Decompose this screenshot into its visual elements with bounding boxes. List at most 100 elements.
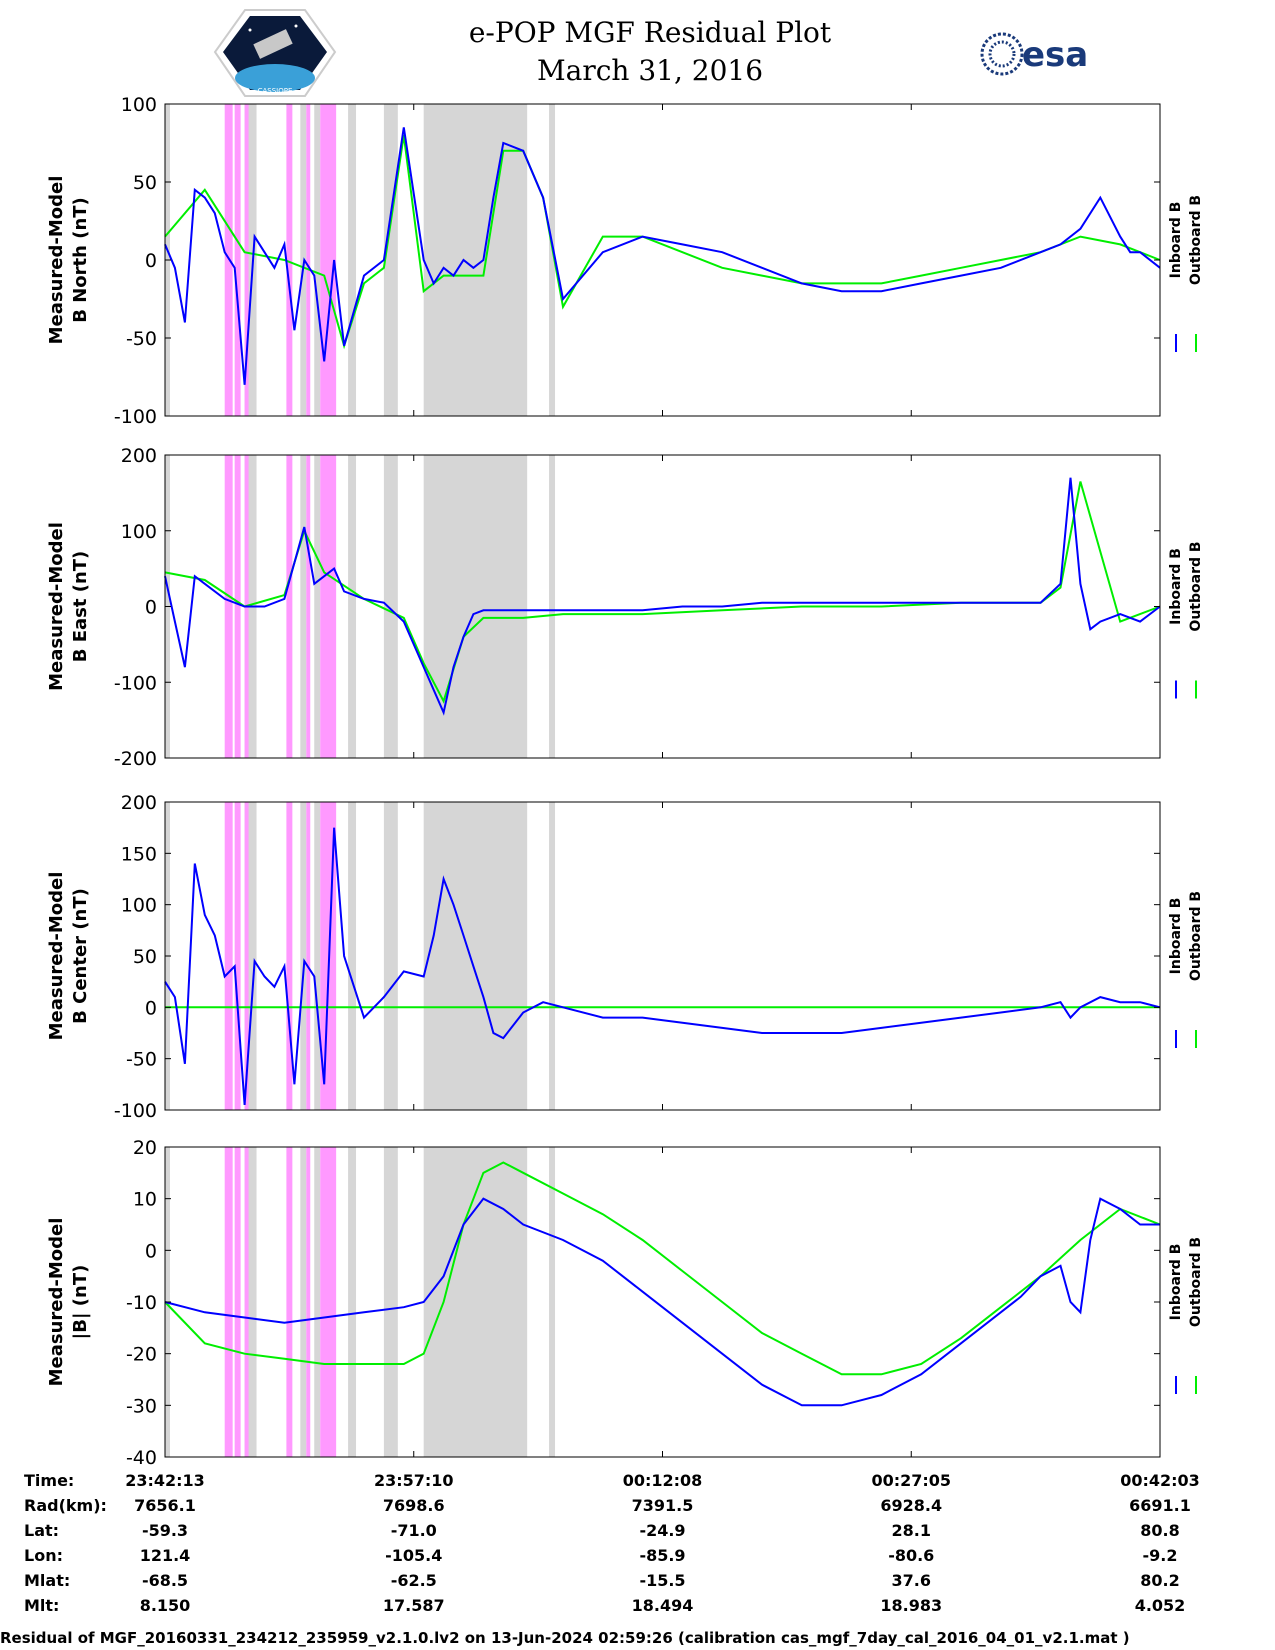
y-axis-label: Measured-Model [46,522,67,691]
pink-band [286,1147,293,1457]
gray-band [314,1147,321,1457]
ephemeris-value: 00:42:03 [1120,1471,1200,1490]
ephemeris-value: 4.052 [1135,1596,1186,1615]
ephemeris-value: 23:57:10 [374,1471,454,1490]
esa-logo: esa [980,32,1088,76]
pink-band [286,455,293,758]
gray-band [549,802,556,1110]
pink-band [244,104,249,416]
y-axis-label: B North (nT) [70,197,91,323]
gray-band [314,802,321,1110]
gray-band [549,455,556,758]
legend: Inboard B Outboard B [1168,891,1204,1048]
legend-label: Outboard B [1188,541,1204,631]
y-tick-label: 50 [133,946,157,968]
ephemeris-value: 00:12:08 [623,1471,703,1490]
pink-band [234,104,241,416]
pink-band [320,1147,337,1457]
pink-band [320,104,337,416]
y-axis-label: B Center (nT) [70,888,91,1024]
ephemeris-value: -9.2 [1143,1546,1178,1565]
gray-band [244,104,257,416]
gray-band [300,455,307,758]
ephemeris-value: 18.983 [880,1596,942,1615]
series-line-outboard-b [164,1161,1161,1376]
y-tick-label: -20 [126,1344,157,1366]
ephemeris-value: -62.5 [391,1571,437,1590]
pink-band [306,455,311,758]
y-tick-label: -100 [114,1100,157,1122]
ephemeris-table: Time: 23:42:13 23:57:10 00:12:08 00:27:05 00:… [24,1471,1200,1615]
gray-band [423,104,528,416]
pink-band [234,1147,241,1457]
y-tick-label: -30 [126,1395,157,1417]
ephemeris-value: 00:27:05 [871,1471,951,1490]
panel-3: -100 -50 0 50 100 150 200 Measured-Model B Cente… [46,792,1204,1122]
header: CASSIOPE e-POP MGF Residual Plot March 3… [213,9,1088,97]
footer-caption: Residual of MGF_20160331_234212_235959_v… [0,1629,1130,1647]
y-tick-label: -50 [126,328,157,350]
ephemeris-value: 80.8 [1140,1521,1179,1540]
gray-band [383,1147,398,1457]
y-tick-label: 200 [121,792,157,814]
gray-band [348,802,357,1110]
gray-band [348,1147,357,1457]
legend-label: Outboard B [1188,891,1204,981]
y-tick-label: -40 [126,1447,157,1469]
legend-label: Inboard B [1168,898,1184,975]
y-tick-label: 0 [145,1240,157,1262]
pink-band [306,104,311,416]
y-tick-label: 0 [145,597,157,619]
pink-band [234,455,241,758]
gray-band [383,104,398,416]
gray-band [423,1147,528,1457]
ephemeris-value: 7698.6 [383,1496,445,1515]
legend-label: Inboard B [1168,548,1184,625]
pink-band [306,802,311,1110]
y-tick-label: 0 [145,250,157,272]
ephemeris-row-label: Lat: [24,1521,59,1540]
y-tick-label: 150 [121,843,157,865]
y-tick-label: 100 [121,94,157,116]
y-axis-label: B East (nT) [70,551,91,663]
esa-logo-text: esa [1022,35,1088,75]
pink-band [244,802,249,1110]
ephemeris-row-label: Lon: [24,1546,63,1565]
pink-band [234,802,241,1110]
y-axis-label: Measured-Model [46,176,67,345]
pink-band [244,1147,249,1457]
y-axis-label: Measured-Model [46,872,67,1041]
pink-band [320,455,337,758]
ephemeris-row-label: Time: [24,1471,74,1490]
gray-band [348,104,357,416]
series-line-inboard-b [164,127,1161,385]
y-tick-label: -100 [114,672,157,694]
ephemeris-value: 37.6 [892,1571,931,1590]
gray-band [383,802,398,1110]
y-tick-label: 10 [133,1189,157,1211]
ephemeris-value: -24.9 [639,1521,685,1540]
legend-label: Inboard B [1168,202,1184,279]
chart-title: e-POP MGF Residual Plot [469,16,832,49]
gray-band [244,802,257,1110]
legend-label: Outboard B [1188,195,1204,285]
legend: Inboard B Outboard B [1168,195,1204,352]
gray-band [300,1147,307,1457]
panel-2: -200 -100 0 100 200 Measured-Model B East (nT)… [46,445,1204,770]
y-tick-label: 100 [121,521,157,543]
gray-band [314,455,321,758]
y-tick-label: -200 [114,748,157,770]
legend: Inboard B Outboard B [1168,1237,1204,1394]
ephemeris-value: 18.494 [632,1596,694,1615]
y-tick-label: 50 [133,172,157,194]
gray-band [244,1147,257,1457]
ephemeris-value: 7391.5 [632,1496,694,1515]
ephemeris-row-label: Mlt: [24,1596,59,1615]
ephemeris-value: -68.5 [142,1571,188,1590]
pink-band [286,104,293,416]
ephemeris-value: 121.4 [140,1546,191,1565]
gray-band [314,104,321,416]
legend-label: Inboard B [1168,1244,1184,1321]
ephemeris-value: 8.150 [140,1596,191,1615]
